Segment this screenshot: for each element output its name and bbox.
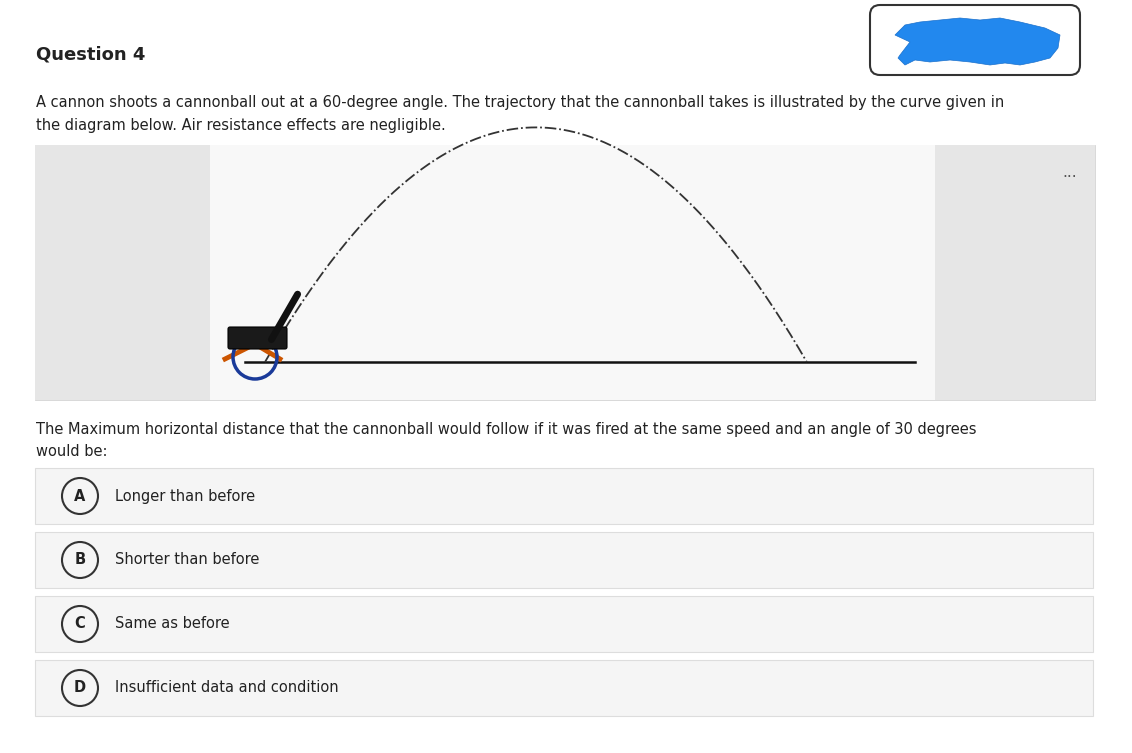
Text: Question 4: Question 4 [36, 45, 145, 63]
Text: the diagram below. Air resistance effects are negligible.: the diagram below. Air resistance effect… [36, 118, 446, 133]
Text: A cannon shoots a cannonball out at a 60-degree angle. The trajectory that the c: A cannon shoots a cannonball out at a 60… [36, 95, 1004, 110]
FancyBboxPatch shape [35, 145, 1095, 400]
Text: Longer than before: Longer than before [115, 489, 255, 504]
Polygon shape [895, 18, 1060, 65]
FancyBboxPatch shape [35, 468, 1094, 524]
Text: D: D [74, 681, 86, 696]
Text: The Maximum horizontal distance that the cannonball would follow if it was fired: The Maximum horizontal distance that the… [36, 422, 977, 437]
FancyBboxPatch shape [871, 5, 1080, 75]
FancyBboxPatch shape [935, 145, 1095, 400]
FancyBboxPatch shape [228, 327, 288, 349]
FancyBboxPatch shape [35, 596, 1094, 652]
Text: Shorter than before: Shorter than before [115, 553, 259, 568]
FancyBboxPatch shape [35, 145, 211, 400]
Text: Same as before: Same as before [115, 617, 230, 632]
FancyBboxPatch shape [35, 660, 1094, 716]
Text: C: C [75, 617, 85, 632]
Text: A: A [75, 489, 86, 504]
Text: would be:: would be: [36, 444, 108, 459]
Text: ...: ... [1063, 165, 1078, 180]
Text: B: B [75, 553, 86, 568]
FancyBboxPatch shape [35, 532, 1094, 588]
FancyBboxPatch shape [211, 145, 935, 400]
Text: Insufficient data and condition: Insufficient data and condition [115, 681, 338, 696]
